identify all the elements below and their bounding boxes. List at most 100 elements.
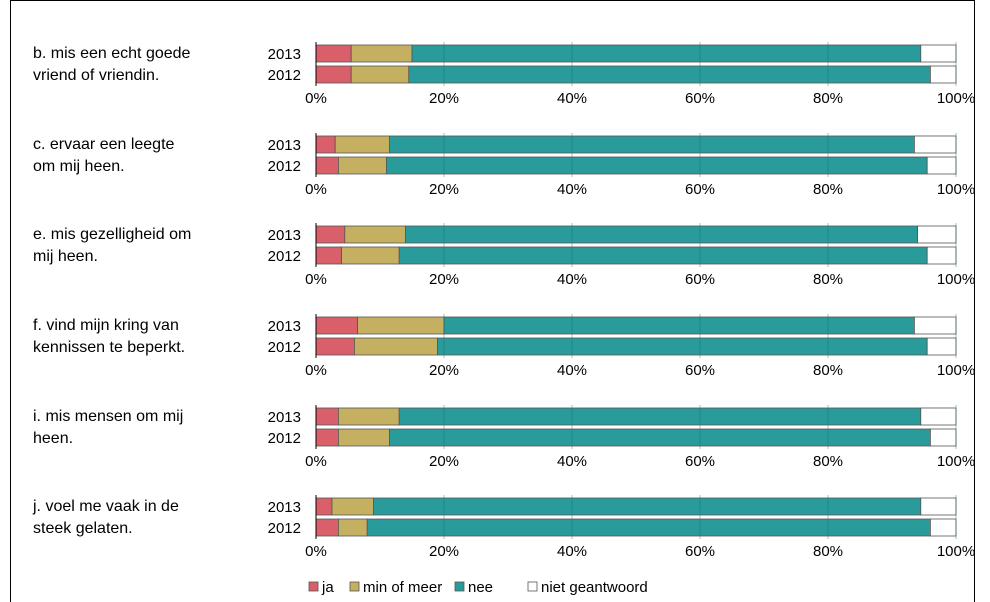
- question-label-line: f. vind mijn kring van: [33, 317, 179, 334]
- bar-segment-min-of-meer: [344, 225, 406, 244]
- year-label: 2013: [268, 227, 301, 244]
- x-tick-label: 80%: [813, 181, 843, 198]
- x-tick-label: 100%: [937, 453, 975, 470]
- x-tick-label: 20%: [429, 543, 459, 560]
- bar-segment-niet-geantwoord: [926, 156, 957, 175]
- x-tick-label: 20%: [429, 453, 459, 470]
- bar-segment-niet-geantwoord: [926, 337, 957, 356]
- question-label-line: b. mis een echt goede: [33, 45, 191, 62]
- x-tick-label: 20%: [429, 362, 459, 379]
- x-tick-label: 100%: [937, 271, 975, 288]
- x-tick-label: 0%: [305, 181, 327, 198]
- bar-segment-ja: [315, 225, 346, 244]
- x-tick-label: 0%: [305, 90, 327, 107]
- x-tick-label: 60%: [685, 90, 715, 107]
- year-label: 2013: [268, 318, 301, 335]
- x-tick-label: 0%: [305, 453, 327, 470]
- bar-segment-nee: [408, 65, 931, 84]
- x-tick-label: 40%: [557, 362, 587, 379]
- bar-segment-ja: [315, 246, 343, 265]
- bar-segment-ja: [315, 337, 355, 356]
- bar-segment-niet-geantwoord: [917, 225, 957, 244]
- bar-segment-niet-geantwoord: [920, 497, 957, 516]
- x-tick-label: 60%: [685, 362, 715, 379]
- x-tick-label: 40%: [557, 90, 587, 107]
- question-label-line: steek gelaten.: [33, 520, 133, 537]
- question-label-line: om mij heen.: [33, 158, 125, 175]
- legend-label: ja: [321, 579, 334, 596]
- year-label: 2012: [268, 339, 301, 356]
- bar-segment-ja: [315, 316, 358, 335]
- bar-segment-min-of-meer: [331, 497, 374, 516]
- bar-segment-nee: [398, 246, 928, 265]
- bar-segment-nee: [443, 316, 915, 335]
- x-tick-label: 100%: [937, 362, 975, 379]
- bar-segment-ja: [315, 156, 339, 175]
- x-tick-label: 80%: [813, 362, 843, 379]
- x-tick-label: 100%: [937, 181, 975, 198]
- legend-label: niet geantwoord: [541, 579, 648, 596]
- bar-segment-min-of-meer: [337, 428, 390, 447]
- bar-segment-niet-geantwoord: [920, 44, 957, 63]
- bar-segment-min-of-meer: [334, 135, 391, 154]
- bar-segment-min-of-meer: [350, 65, 410, 84]
- year-label: 2012: [268, 520, 301, 537]
- x-tick-label: 80%: [813, 453, 843, 470]
- year-label: 2012: [268, 158, 301, 175]
- bar-segment-nee: [389, 135, 915, 154]
- bar-segment-min-of-meer: [357, 316, 445, 335]
- bar-segment-ja: [315, 407, 339, 426]
- x-tick-label: 20%: [429, 271, 459, 288]
- bar-segment-min-of-meer: [350, 44, 413, 63]
- question-label-line: mij heen.: [33, 248, 98, 265]
- x-tick-label: 60%: [685, 271, 715, 288]
- bar-segment-nee: [437, 337, 928, 356]
- bar-segment-ja: [315, 518, 339, 537]
- bar-segment-niet-geantwoord: [930, 428, 957, 447]
- x-tick-label: 40%: [557, 271, 587, 288]
- year-label: 2013: [268, 499, 301, 516]
- x-tick-label: 80%: [813, 90, 843, 107]
- bar-segment-niet-geantwoord: [930, 65, 957, 84]
- bar-segment-ja: [315, 428, 339, 447]
- question-label-line: i. mis mensen om mij: [33, 408, 183, 425]
- legend-swatch-niet-geantwoord: [527, 581, 538, 592]
- legend-swatch-nee: [454, 581, 465, 592]
- x-tick-label: 20%: [429, 181, 459, 198]
- bar-segment-niet-geantwoord: [914, 135, 957, 154]
- bar-segment-niet-geantwoord: [930, 518, 957, 537]
- bar-segment-nee: [366, 518, 931, 537]
- bar-segment-ja: [315, 135, 336, 154]
- x-tick-label: 80%: [813, 543, 843, 560]
- year-label: 2012: [268, 67, 301, 84]
- x-tick-label: 40%: [557, 453, 587, 470]
- year-label: 2013: [268, 46, 301, 63]
- x-tick-label: 0%: [305, 362, 327, 379]
- x-tick-label: 80%: [813, 271, 843, 288]
- legend-label: min of meer: [363, 579, 442, 596]
- bar-segment-ja: [315, 65, 352, 84]
- bar-segment-min-of-meer: [337, 407, 400, 426]
- x-tick-label: 20%: [429, 90, 459, 107]
- x-tick-label: 60%: [685, 543, 715, 560]
- year-label: 2012: [268, 430, 301, 447]
- year-label: 2013: [268, 409, 301, 426]
- x-tick-label: 0%: [305, 271, 327, 288]
- x-tick-label: 60%: [685, 181, 715, 198]
- bar-segment-nee: [411, 44, 922, 63]
- question-label-line: j. voel me vaak in de: [32, 498, 179, 515]
- bar-segment-nee: [398, 407, 922, 426]
- x-tick-label: 0%: [305, 543, 327, 560]
- question-label-line: c. ervaar een leegte: [33, 136, 175, 153]
- legend-swatch-ja: [308, 581, 319, 592]
- bar-segment-min-of-meer: [353, 337, 438, 356]
- question-label-line: heen.: [33, 430, 73, 447]
- x-tick-label: 40%: [557, 543, 587, 560]
- x-tick-label: 60%: [685, 453, 715, 470]
- x-tick-label: 40%: [557, 181, 587, 198]
- bar-segment-niet-geantwoord: [920, 407, 957, 426]
- bar-segment-min-of-meer: [337, 156, 387, 175]
- bar-segment-nee: [385, 156, 928, 175]
- bar-segment-nee: [373, 497, 922, 516]
